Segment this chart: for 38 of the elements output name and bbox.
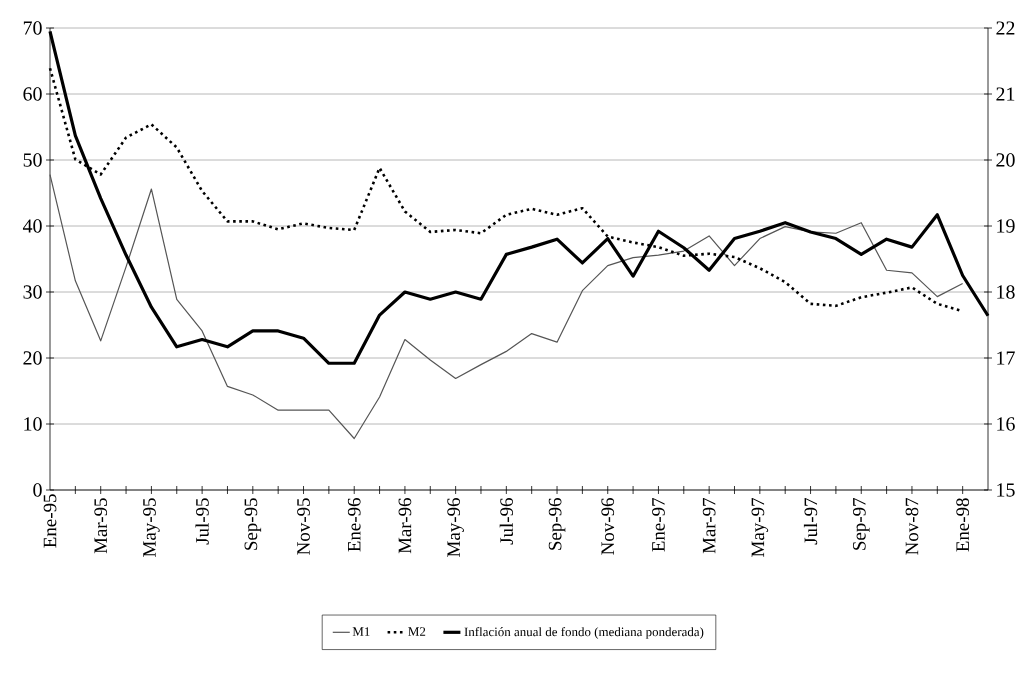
y-tick-label: 60 <box>23 87 42 101</box>
x-tick-label: May-95 <box>143 498 160 557</box>
y2-tick-label: 22 <box>996 21 1015 35</box>
x-tick-label: Ene-95 <box>43 494 57 548</box>
x-tick-label: Mar-96 <box>398 498 412 554</box>
y2-tick-label: 17 <box>997 351 1015 365</box>
y-tick-label: 30 <box>23 285 42 299</box>
y2-tick-label: 16 <box>997 417 1015 431</box>
x-tick-label: Nov-95 <box>297 498 310 555</box>
y2-tick-label: 21 <box>996 87 1015 101</box>
x-tick-label: Jul-97 <box>803 498 818 545</box>
x-tick-label: Sep-96 <box>548 498 566 550</box>
x-tick-label: Mar-95 <box>94 498 108 554</box>
x-tick-label: Sep-95 <box>244 498 262 550</box>
y-tick-label: 20 <box>23 351 42 365</box>
y2-tick-label: 15 <box>997 483 1015 497</box>
x-tick-label: Nov-87 <box>905 498 919 555</box>
x-tick-label: Jul-96 <box>499 498 513 545</box>
y-tick-label: 70 <box>23 21 42 35</box>
legend-label: M1 <box>352 627 370 636</box>
y2-tick-label: 19 <box>997 219 1015 233</box>
x-tick-label: Ene-97 <box>652 498 665 552</box>
y-tick-label: 0 <box>33 483 42 497</box>
x-tick-label: Sep-97 <box>852 498 870 550</box>
x-tick-label: Mar-97 <box>702 498 716 554</box>
y-tick-label: 50 <box>23 153 42 167</box>
x-tick-label: May-97 <box>751 498 769 557</box>
y2-tick-label: 20 <box>996 153 1015 167</box>
y-tick-label: 40 <box>22 219 42 233</box>
y-tick-label: 10 <box>24 417 42 431</box>
x-tick-label: Ene-98 <box>956 498 970 552</box>
y2-tick-label: 18 <box>997 285 1015 299</box>
x-tick-label: Jul-95 <box>195 498 209 545</box>
legend-label: Inflación anual de fondo (mediana ponderada) <box>464 626 704 639</box>
x-tick-label: Nov-96 <box>601 498 615 555</box>
x-tick-label: May-96 <box>447 498 464 557</box>
legend-label: M2 <box>408 627 426 636</box>
x-tick-label: Ene-96 <box>347 498 361 552</box>
